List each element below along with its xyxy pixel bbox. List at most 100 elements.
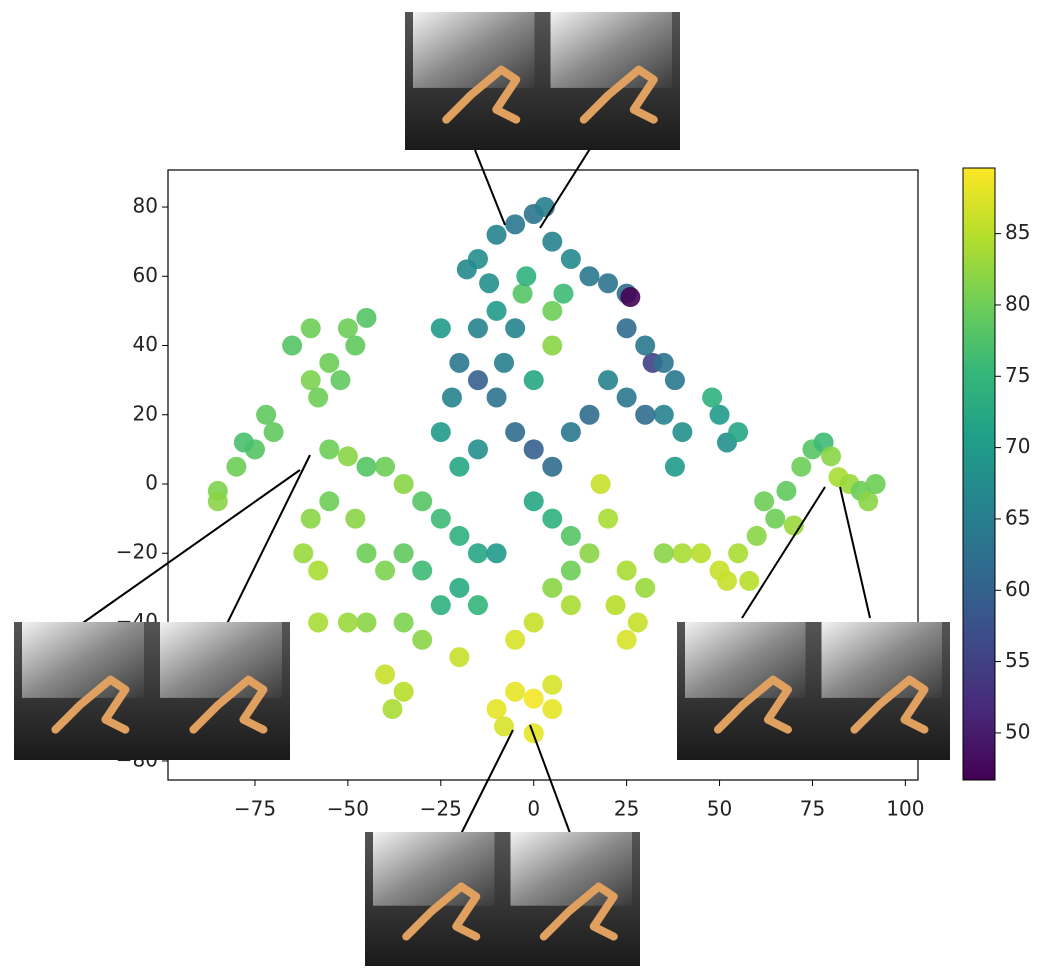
colorbar-tick-label: 65 [1005, 505, 1030, 529]
point [542, 457, 562, 477]
colorbar-tick-label: 50 [1005, 719, 1030, 743]
point [330, 370, 350, 390]
point [487, 301, 507, 321]
colorbar-tick-label: 80 [1005, 291, 1030, 315]
point [776, 481, 796, 501]
point [293, 543, 313, 563]
point [356, 543, 376, 563]
point [635, 336, 655, 356]
point [654, 353, 674, 373]
connector [475, 150, 505, 225]
point [301, 370, 321, 390]
point [665, 457, 685, 477]
point [591, 474, 611, 494]
image-inset [677, 622, 950, 760]
point [524, 689, 544, 709]
point [468, 543, 488, 563]
point [524, 612, 544, 632]
point [457, 259, 477, 279]
image-inset [405, 12, 680, 150]
y-tick-label: 20 [133, 401, 158, 425]
point [542, 509, 562, 529]
x-tick-label: 75 [800, 797, 825, 821]
point [234, 432, 254, 452]
point [431, 422, 451, 442]
x-tick-label: 25 [614, 797, 639, 821]
point [468, 318, 488, 338]
point [319, 439, 339, 459]
point [635, 405, 655, 425]
colorbar-tick-label: 55 [1005, 648, 1030, 672]
point [561, 561, 581, 581]
point [345, 509, 365, 529]
point [449, 647, 469, 667]
point [338, 612, 358, 632]
point [468, 439, 488, 459]
x-tick-label: 50 [707, 797, 732, 821]
point [449, 457, 469, 477]
point [394, 682, 414, 702]
point [505, 630, 525, 650]
point [728, 543, 748, 563]
point [635, 578, 655, 598]
point [505, 318, 525, 338]
point [628, 612, 648, 632]
y-tick-label: 80 [133, 194, 158, 218]
point [765, 509, 785, 529]
point [717, 571, 737, 591]
point [394, 612, 414, 632]
point [375, 664, 395, 684]
point [542, 232, 562, 252]
x-tick-label: 100 [886, 797, 924, 821]
colorbar-tick-label: 70 [1005, 434, 1030, 458]
point [561, 526, 581, 546]
connector [742, 487, 825, 618]
point [542, 336, 562, 356]
point [308, 387, 328, 407]
point [739, 571, 759, 591]
point [356, 612, 376, 632]
y-tick-label: 0 [145, 471, 158, 495]
point [505, 214, 525, 234]
point [524, 370, 544, 390]
point [524, 491, 544, 511]
point [431, 595, 451, 615]
connector [70, 470, 300, 632]
x-tick-label: 0 [527, 797, 540, 821]
point [308, 612, 328, 632]
point [449, 526, 469, 546]
point [516, 266, 536, 286]
point [226, 457, 246, 477]
point [821, 446, 841, 466]
point [542, 301, 562, 321]
point [208, 491, 228, 511]
point [412, 630, 432, 650]
point [479, 273, 499, 293]
point [702, 387, 722, 407]
point [338, 318, 358, 338]
point [505, 682, 525, 702]
point [394, 543, 414, 563]
point [394, 474, 414, 494]
point [561, 595, 581, 615]
point [319, 353, 339, 373]
colorbar-tick-label: 85 [1005, 220, 1030, 244]
x-tick-label: −25 [420, 797, 462, 821]
point [356, 457, 376, 477]
point [412, 491, 432, 511]
point [382, 699, 402, 719]
point [654, 405, 674, 425]
point [605, 595, 625, 615]
point [375, 457, 395, 477]
point [308, 561, 328, 581]
point [654, 543, 674, 563]
point [442, 387, 462, 407]
colorbar-tick-label: 60 [1005, 577, 1030, 601]
point [579, 405, 599, 425]
point [617, 318, 637, 338]
point [728, 422, 748, 442]
point [412, 561, 432, 581]
point [561, 249, 581, 269]
point [579, 543, 599, 563]
point [301, 509, 321, 529]
